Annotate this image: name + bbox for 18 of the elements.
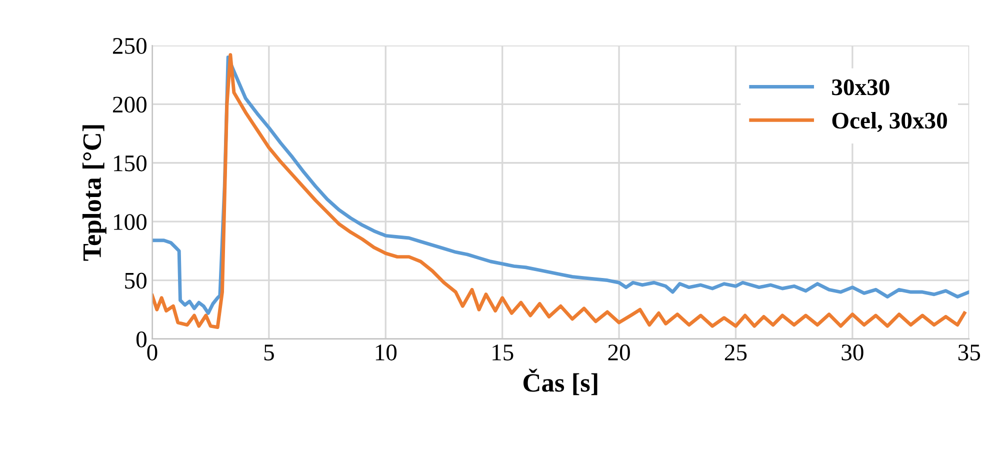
y-tick-label: 250 (112, 38, 146, 54)
y-tick-label: 200 (112, 96, 146, 113)
x-tick-label: 15 (492, 344, 514, 360)
y-axis-title: Teplota [°C] (82, 125, 106, 261)
y-tick-label: 100 (114, 214, 146, 230)
x-tick-label: 0 (147, 344, 158, 360)
y-tick-label: 150 (114, 155, 146, 172)
x-tick-label: 10 (376, 344, 397, 360)
x-tick-label: 20 (608, 344, 630, 360)
x-tick-label: 30 (842, 344, 864, 360)
legend-label: 30x30 (832, 79, 890, 96)
y-tick-label: 50 (125, 272, 146, 289)
x-tick-label: 35 (958, 344, 980, 360)
x-tick-label: 25 (724, 344, 747, 360)
y-tick-label: 0 (136, 331, 146, 348)
x-tick-label: 5 (264, 344, 274, 360)
legend-label: Ocel, 30x30 (832, 112, 947, 132)
x-axis-title: Čas [s] (523, 368, 598, 396)
